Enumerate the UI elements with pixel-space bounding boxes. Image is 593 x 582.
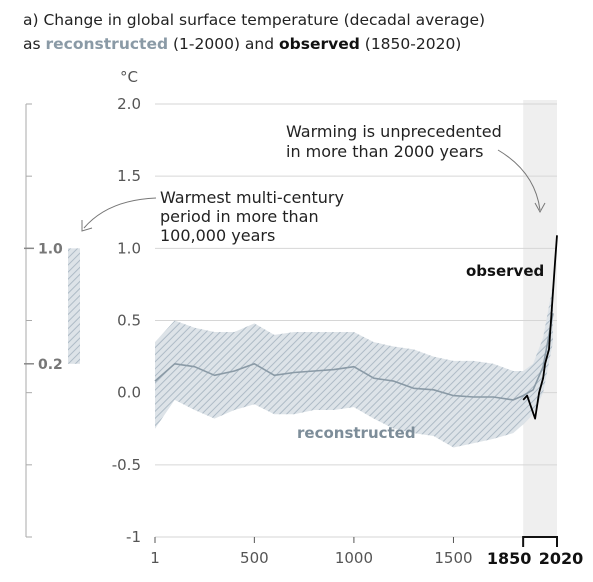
y-tick-label: -1 [126, 528, 141, 546]
x-tick-label: 1500 [434, 549, 472, 567]
x-tick-label-bold: 2020 [539, 549, 584, 568]
x-axis: 1 500 1000 1500 1850 2020 [150, 536, 584, 568]
series-line-reconstructed [154, 313, 554, 401]
title-text-b: (1-2000) and [168, 35, 279, 53]
title-line-2: as reconstructed (1-2000) and observed (… [23, 32, 485, 56]
y-axis-unit: °C [120, 68, 138, 86]
grid-lines [155, 103, 557, 538]
side-bar-scale: 1.0 0.2 [24, 103, 80, 538]
series-lines [154, 235, 558, 420]
annotation-text-line: period in more than [160, 207, 319, 226]
annotation-text-line: Warming is unprecedented [286, 122, 502, 141]
y-tick-label: 2.0 [117, 95, 141, 113]
x-tick-label-bold: 1850 [487, 549, 532, 568]
annotation-text-line: 100,000 years [160, 226, 275, 245]
annotation-text-line: Warmest multi-century [160, 188, 344, 207]
chart-title: a) Change in global surface temperature … [23, 8, 485, 56]
title-text-c: (1850-2020) [359, 35, 462, 53]
annotation-arrow [83, 197, 157, 229]
y-axis-ticks: 2.0 1.5 1.0 0.5 0.0 -0.5 -1 [112, 95, 141, 546]
title-text-a: as [23, 35, 46, 53]
side-bar-bottom-label: 0.2 [38, 357, 63, 373]
title-reconstructed: reconstructed [45, 35, 169, 53]
y-tick-label: -0.5 [112, 456, 141, 474]
x-tick-label: 500 [240, 549, 269, 567]
title-line-1: a) Change in global surface temperature … [23, 11, 486, 29]
annotation-text-line: in more than 2000 years [286, 142, 483, 161]
series-label-observed: observed [466, 262, 544, 280]
x-tick-label: 1 [150, 549, 160, 567]
annotation-arrow-head [81, 220, 93, 232]
series-label-reconstructed: reconstructed [297, 424, 416, 442]
annotation-arrow [497, 149, 541, 211]
y-tick-label: 0.0 [117, 384, 141, 402]
y-tick-label: 1.5 [117, 167, 141, 185]
side-bar-top-label: 1.0 [38, 241, 63, 257]
annotation-arrow-head [534, 202, 546, 214]
series-line-observed [522, 235, 558, 420]
x-tick-label: 1000 [335, 549, 373, 567]
modern-period-bracket [522, 536, 558, 547]
warmest-period-bar [68, 248, 80, 364]
y-tick-label: 1.0 [117, 239, 141, 257]
title-observed: observed [279, 35, 360, 53]
y-tick-label: 0.5 [117, 312, 141, 330]
